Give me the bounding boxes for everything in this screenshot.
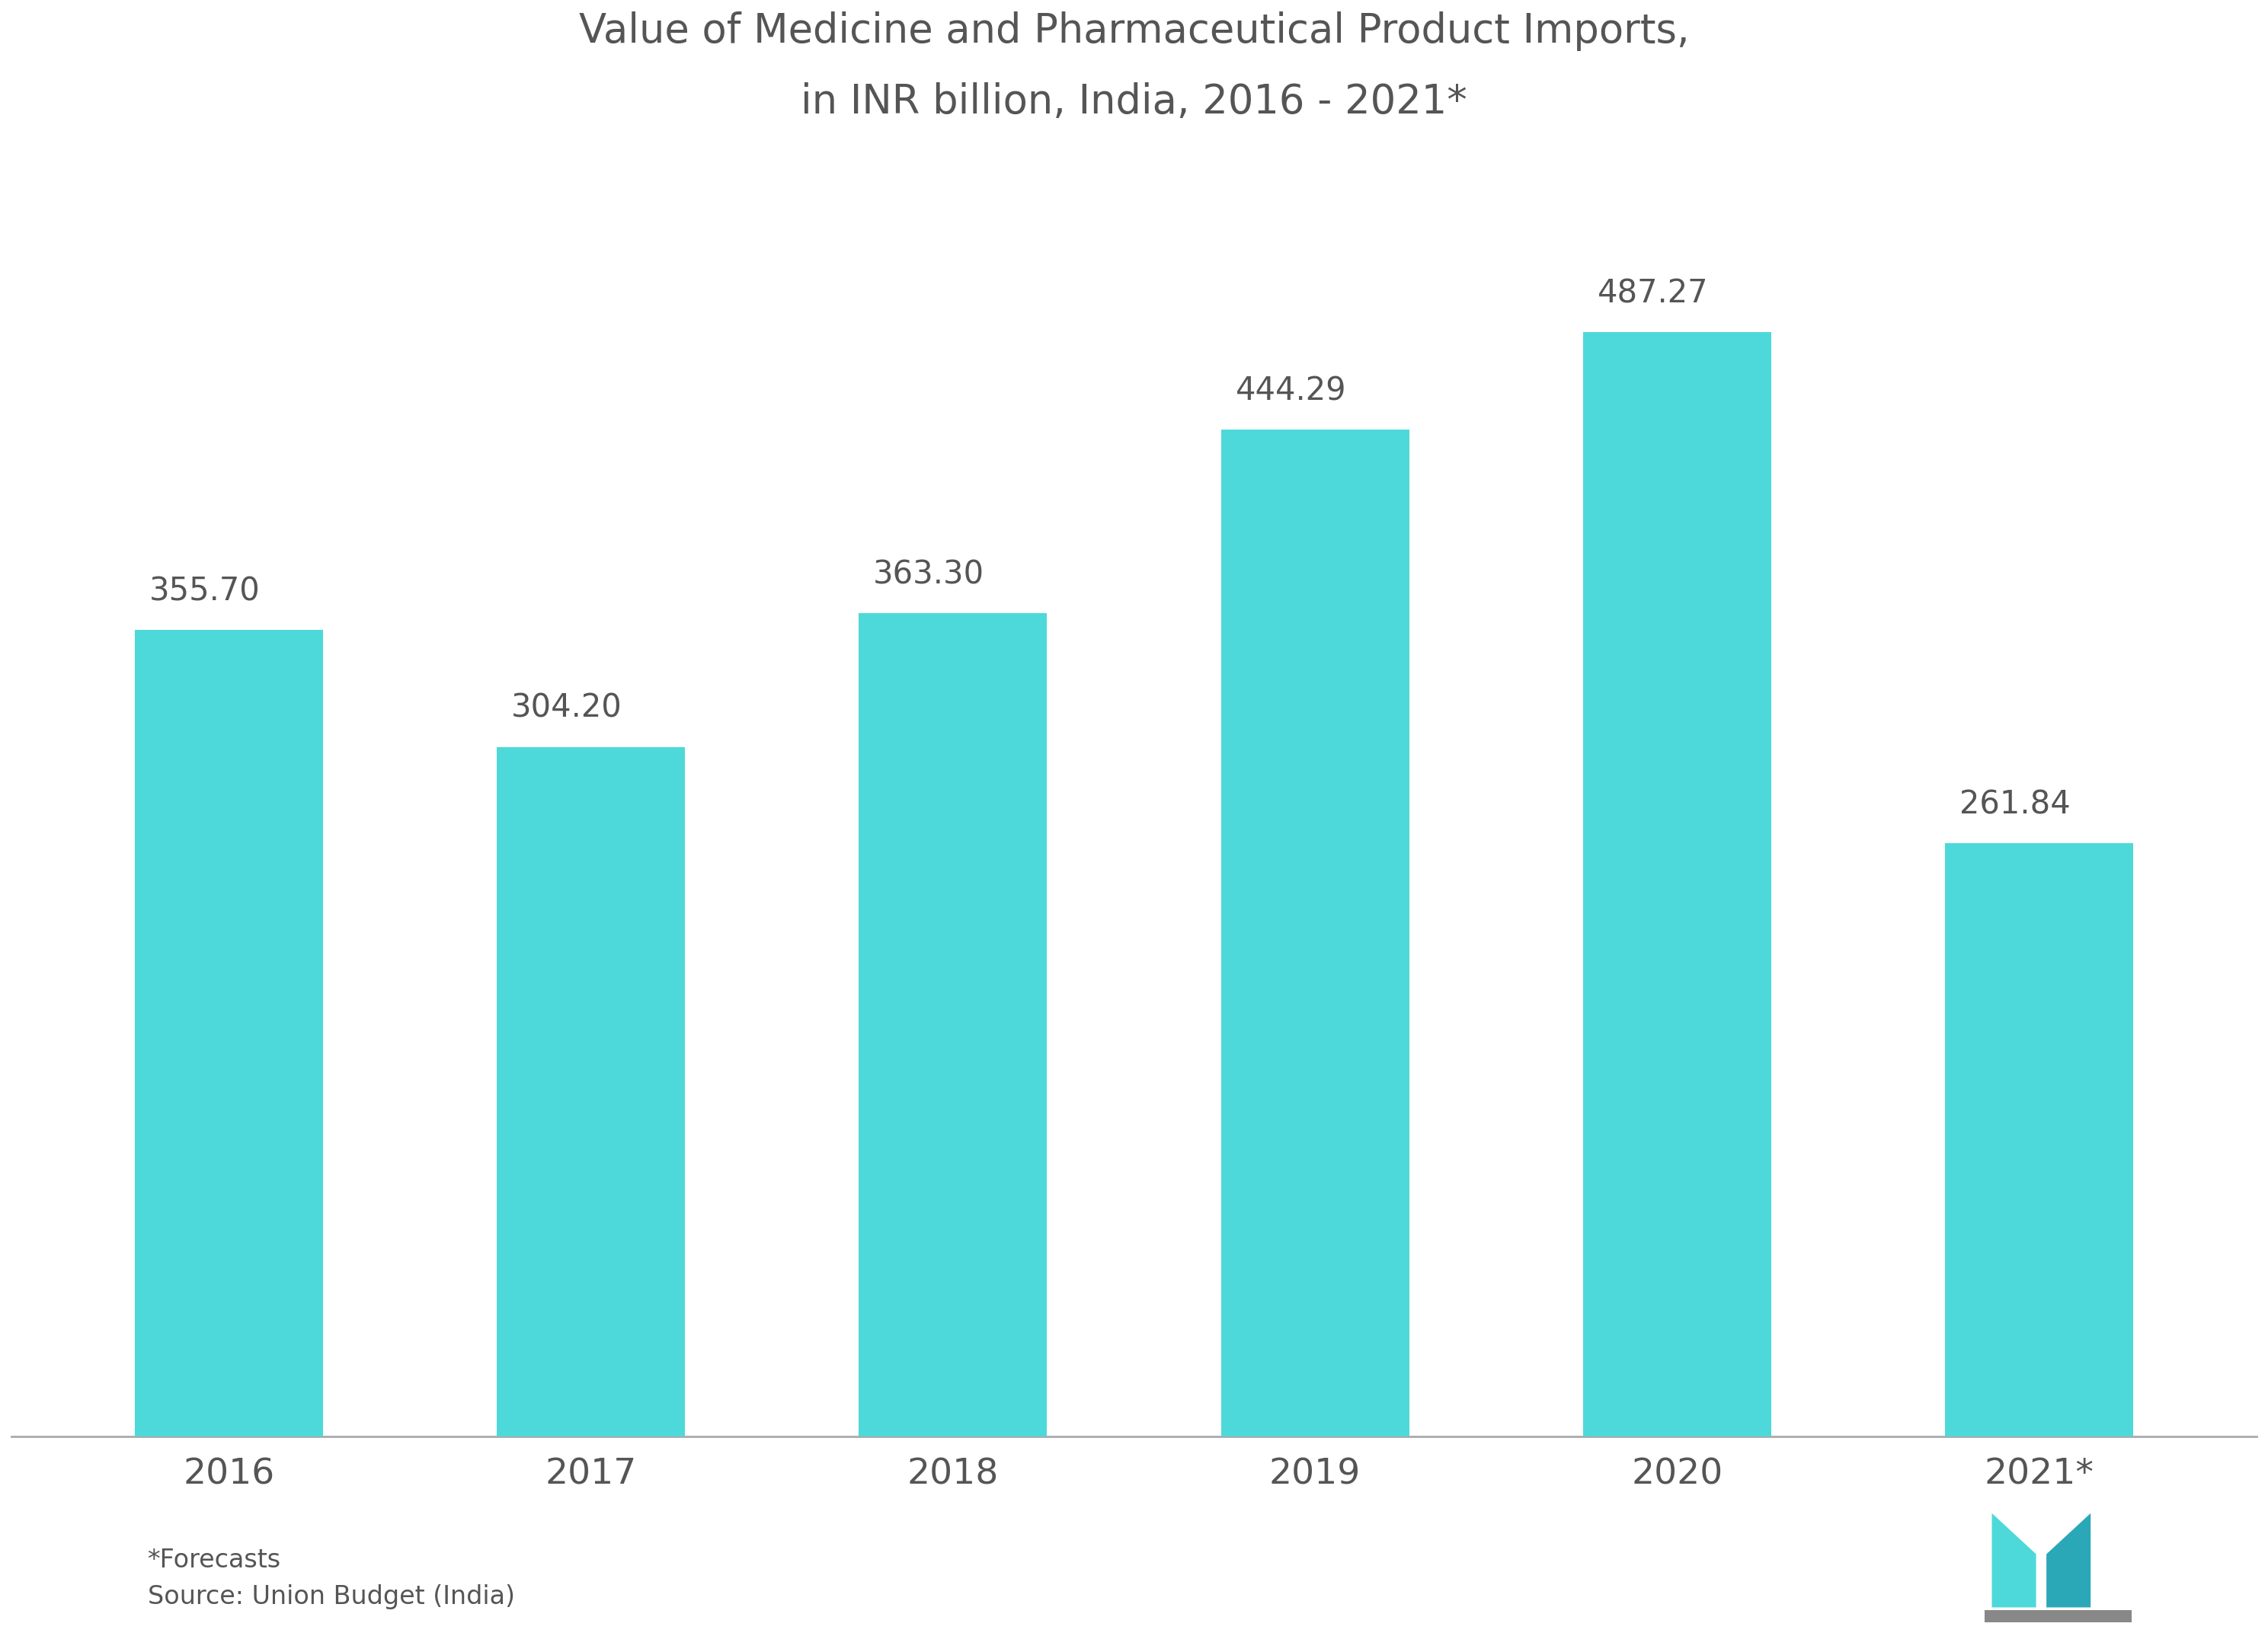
Text: *Forecasts: *Forecasts — [147, 1548, 281, 1573]
Bar — [497, 747, 685, 1437]
Text: 444.29: 444.29 — [1236, 375, 1347, 406]
Text: 487.27: 487.27 — [1597, 278, 1708, 309]
Polygon shape — [1991, 1513, 2037, 1607]
Bar — [1946, 843, 2134, 1437]
Text: 363.30: 363.30 — [873, 558, 984, 590]
Title: Value of Medicine and Pharmaceutical Product Imports,
in INR billion, India, 201: Value of Medicine and Pharmaceutical Pro… — [578, 12, 1690, 122]
Bar — [1583, 332, 1771, 1437]
Bar — [1220, 430, 1408, 1437]
Text: 304.20: 304.20 — [510, 692, 621, 724]
Bar — [860, 613, 1048, 1437]
Polygon shape — [2046, 1513, 2091, 1607]
Polygon shape — [1984, 1609, 2132, 1622]
Text: 261.84: 261.84 — [1960, 788, 2071, 821]
Text: 355.70: 355.70 — [150, 575, 261, 608]
Bar — [134, 631, 322, 1437]
Text: Source: Union Budget (India): Source: Union Budget (India) — [147, 1584, 515, 1609]
